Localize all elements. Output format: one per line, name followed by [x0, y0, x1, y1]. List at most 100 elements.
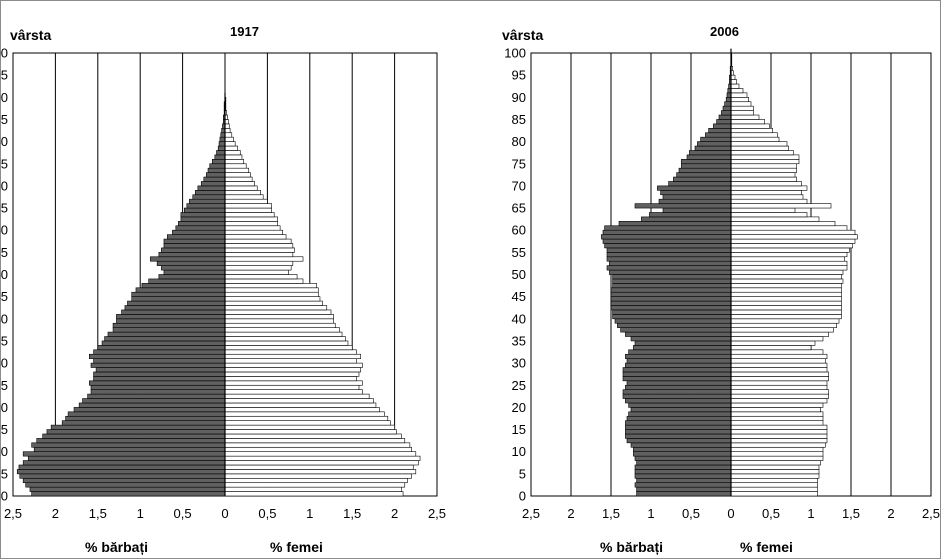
- y-tick-label: 100: [0, 46, 8, 61]
- male-bar: [186, 203, 226, 209]
- male-bar: [172, 229, 226, 235]
- male-bar: [636, 486, 732, 492]
- male-bar: [634, 482, 732, 488]
- y-tick-label: 20: [0, 400, 8, 415]
- female-bar: [224, 411, 385, 417]
- female-bar: [730, 136, 780, 142]
- male-bar: [16, 469, 226, 475]
- female-bar: [730, 398, 828, 404]
- x-tick-label: 1: [647, 506, 654, 521]
- female-bar: [730, 247, 850, 253]
- male-bar: [681, 159, 732, 165]
- x-tick-label: 1,5: [343, 506, 361, 521]
- male-bar: [93, 358, 226, 364]
- male-bar: [131, 296, 226, 302]
- female-bar: [730, 380, 828, 386]
- y-tick-label: 75: [512, 156, 526, 171]
- female-bar: [224, 318, 334, 324]
- female-bar: [730, 269, 844, 275]
- male-bar: [89, 353, 226, 359]
- male-bar: [628, 349, 732, 355]
- male-bar: [622, 367, 732, 373]
- female-bar: [224, 398, 374, 404]
- female-bar: [730, 349, 824, 355]
- male-bar: [33, 446, 226, 452]
- male-bar: [649, 212, 732, 218]
- female-bar: [224, 460, 419, 466]
- male-bar: [61, 420, 226, 426]
- female-bar: [730, 424, 828, 430]
- male-bar: [628, 402, 732, 408]
- male-bar: [681, 163, 732, 169]
- x-tick-label: 0: [221, 506, 228, 521]
- female-bar: [224, 367, 361, 373]
- male-bar: [163, 269, 226, 275]
- male-bar: [612, 309, 732, 315]
- x-tick-label: 1: [306, 506, 313, 521]
- female-bar: [730, 309, 842, 315]
- male-bar: [107, 331, 226, 337]
- male-bar: [630, 407, 732, 413]
- female-bar: [224, 291, 319, 297]
- female-bar: [224, 181, 255, 187]
- male-bar: [167, 234, 226, 240]
- male-bar: [676, 172, 732, 178]
- male-bar: [722, 105, 732, 111]
- male-bar: [22, 451, 226, 457]
- male-bar: [606, 256, 732, 262]
- female-bar: [224, 429, 397, 435]
- female-bar: [730, 402, 824, 408]
- female-bar: [224, 141, 236, 147]
- male-bar: [697, 141, 732, 147]
- female-bar: [730, 331, 829, 337]
- female-bar: [730, 221, 836, 227]
- female-label: % femei: [740, 539, 793, 555]
- y-tick-label: 30: [512, 356, 526, 371]
- y-tick-labels-2006: 0 5 10 15 20 25 30 35 40 45 50 55 60 65 70 75 80 85 90 95 10…: [504, 46, 526, 504]
- female-bar: [224, 389, 363, 395]
- female-bar: [224, 424, 395, 430]
- male-bar: [633, 345, 732, 351]
- male-bar: [218, 141, 226, 147]
- female-bar: [730, 473, 820, 479]
- male-bar: [217, 145, 226, 151]
- female-bar: [224, 314, 334, 320]
- pyramid-2006: 2006 vârsta 0510152025303540455055606570…: [502, 24, 940, 555]
- male-bar: [161, 265, 226, 271]
- male-bar: [713, 123, 732, 129]
- female-bar: [730, 252, 848, 258]
- male-bar: [633, 446, 732, 452]
- male-bar: [93, 349, 226, 355]
- male-bar: [90, 362, 226, 368]
- y-tick-label: 5: [519, 466, 526, 481]
- female-bar: [730, 327, 834, 333]
- male-bar: [626, 380, 732, 386]
- female-bar: [730, 460, 821, 466]
- female-bar: [224, 336, 346, 342]
- female-bar: [224, 159, 244, 165]
- male-bar: [602, 238, 732, 244]
- male-bar: [93, 376, 226, 382]
- male-bar: [625, 433, 732, 439]
- chart-title: 1917: [230, 24, 259, 39]
- male-bar: [658, 198, 732, 204]
- male-bar: [36, 438, 226, 444]
- male-bar: [634, 473, 732, 479]
- male-bar: [606, 252, 732, 258]
- female-bar: [224, 216, 278, 222]
- male-bar: [219, 136, 226, 142]
- female-bar: [224, 225, 281, 231]
- y-tick-label: 70: [0, 178, 8, 193]
- female-bar: [224, 415, 389, 421]
- male-bar: [634, 203, 732, 209]
- male-bar: [626, 438, 732, 444]
- female-bar: [730, 119, 765, 125]
- y-tick-label: 40: [0, 311, 8, 326]
- female-bar: [730, 185, 808, 191]
- male-bar: [657, 185, 732, 191]
- y-tick-label: 80: [0, 134, 8, 149]
- female-bar: [224, 260, 294, 266]
- female-bar: [730, 322, 837, 328]
- female-bar: [730, 194, 804, 200]
- male-bar: [622, 393, 732, 399]
